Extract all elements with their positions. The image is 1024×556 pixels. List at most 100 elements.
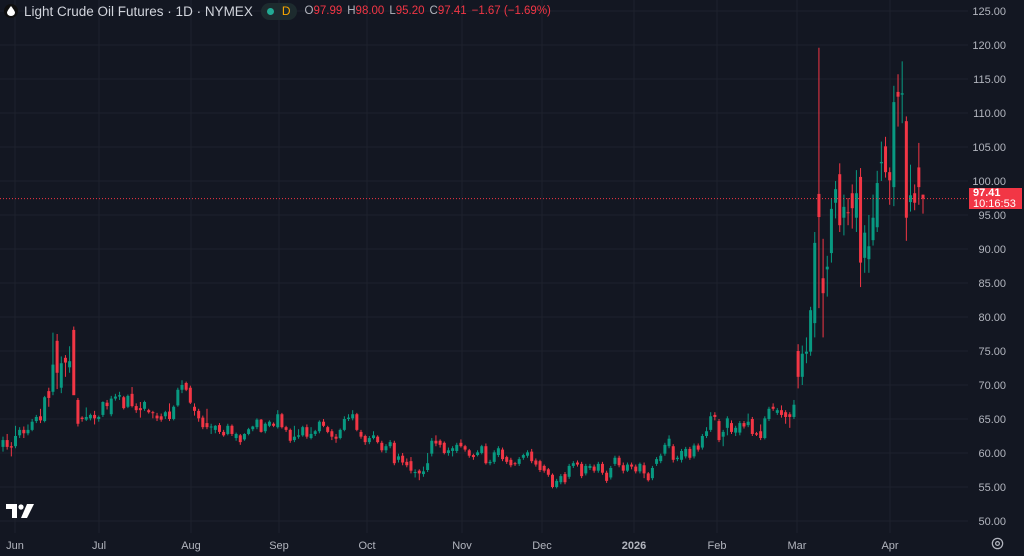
candle (700, 433, 704, 450)
candle-body (846, 212, 850, 214)
candle-body (909, 195, 913, 203)
candle (72, 326, 76, 396)
candle (846, 198, 850, 226)
candle-body (134, 406, 138, 411)
candle (409, 457, 413, 474)
candle (551, 473, 555, 489)
candle-body (172, 406, 176, 419)
candle-body (292, 436, 296, 441)
candle (205, 408, 209, 430)
candle (892, 85, 896, 207)
candle-body (705, 431, 709, 436)
symbol-title[interactable]: Light Crude Oil Futures · 1D · NYMEX (24, 3, 253, 19)
candle (917, 142, 921, 205)
candle-body (904, 121, 908, 218)
candle (251, 425, 255, 432)
candle-body (538, 461, 542, 470)
candle-body (513, 463, 517, 465)
candle (609, 465, 613, 480)
time-tick-label: Dec (532, 540, 552, 552)
candle-body (530, 451, 534, 462)
candle (584, 463, 588, 476)
market-status-badge[interactable]: D (260, 2, 297, 20)
candle-body (138, 408, 142, 411)
candle (542, 464, 546, 473)
candle-body (317, 421, 321, 432)
candle-body (421, 471, 425, 475)
candle (163, 410, 167, 419)
candle (63, 355, 67, 377)
candle-body (817, 193, 821, 218)
candle (501, 447, 505, 462)
time-axis[interactable]: Jun Jul Aug Sep Oct Nov Dec 2026 Feb Mar Apr (6, 540, 899, 552)
candle (854, 170, 858, 232)
candle-body (380, 442, 384, 451)
candle-body (51, 364, 55, 392)
candle-body (18, 429, 22, 436)
candle (871, 194, 875, 246)
candle (671, 444, 675, 463)
candle (446, 447, 450, 456)
candle (130, 387, 134, 408)
candle-body (226, 425, 230, 434)
tradingview-logo[interactable] (6, 503, 36, 524)
candle (600, 461, 604, 475)
candle-body (659, 455, 663, 462)
candle (517, 457, 521, 466)
candle-body (313, 431, 317, 434)
candle-body (492, 452, 496, 462)
candle-body (176, 389, 180, 406)
candle-body (584, 465, 588, 474)
market-open-dot-icon (266, 7, 274, 15)
candle (825, 255, 829, 297)
time-tick-label: Oct (358, 540, 375, 552)
candle-body (163, 412, 167, 417)
candle-body (426, 463, 430, 470)
candle-body (842, 206, 846, 218)
candle-body (388, 442, 392, 447)
candle (705, 427, 709, 439)
candle (88, 413, 92, 421)
candle-body (738, 423, 742, 433)
candle-body (825, 266, 829, 270)
candle-body (47, 391, 51, 398)
candle (829, 198, 833, 263)
candle-body (5, 440, 9, 447)
candle (800, 345, 804, 385)
candle-body (596, 463, 600, 471)
candle (326, 425, 330, 434)
candle (322, 419, 326, 428)
candle (180, 380, 184, 394)
candle (84, 407, 88, 422)
candle-body (451, 448, 455, 451)
candle-body (401, 455, 405, 463)
candle-body (775, 410, 779, 413)
candle-body (746, 421, 750, 426)
candle (284, 425, 288, 432)
ohlc-legend: O97.99 H98.00 L95.20 C97.41 −1.67 (−1.69… (305, 5, 551, 17)
grid (0, 0, 968, 533)
candle (788, 412, 792, 428)
candle (68, 346, 72, 373)
candle-body (821, 278, 825, 294)
candle (592, 464, 596, 473)
candle (47, 387, 51, 407)
candle (796, 344, 800, 389)
candle-body (438, 440, 442, 445)
candle (530, 448, 534, 464)
candle-body (675, 457, 679, 460)
candle-body (9, 446, 13, 448)
bar-countdown: 10:16:53 (973, 197, 1016, 210)
candle (538, 459, 542, 473)
candle-body (630, 464, 634, 467)
candle-body (192, 406, 196, 411)
close-value: 97.41 (437, 5, 467, 17)
price-axis[interactable]: 125.00 120.00 115.00 110.00 105.00 100.00 95.0… (972, 6, 1006, 528)
candle (784, 410, 788, 424)
candle (630, 462, 634, 470)
candle (642, 462, 646, 479)
candle (471, 453, 475, 460)
candle (217, 423, 221, 434)
gear-icon[interactable] (990, 536, 1005, 556)
